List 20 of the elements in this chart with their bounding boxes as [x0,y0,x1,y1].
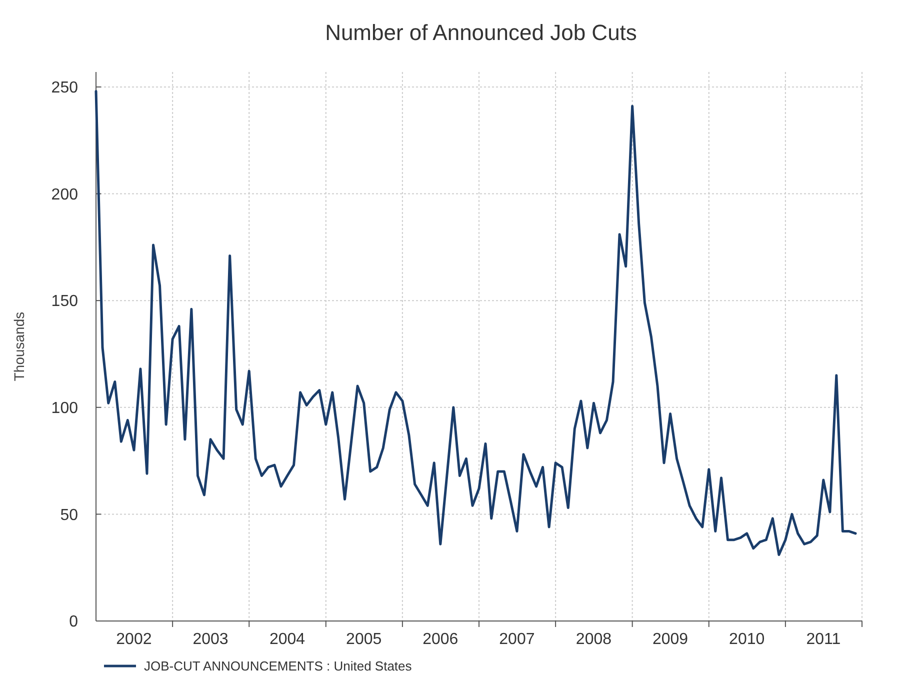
chart-title: Number of Announced Job Cuts [325,20,637,45]
x-tick-label: 2008 [576,631,612,648]
y-tick-label: 0 [69,614,78,631]
y-axis-title: Thousands [11,312,27,382]
legend-label: JOB-CUT ANNOUNCEMENTS : United States [144,658,412,674]
x-tick-label: 2010 [729,631,765,648]
x-tick-label: 2005 [346,631,382,648]
x-tick-label: 2011 [806,631,841,648]
y-tick-label: 200 [51,186,78,204]
x-tick-label: 2007 [499,631,535,648]
x-tick-label: 2004 [269,631,306,648]
x-tick-label: 2006 [422,631,458,648]
x-tick-label: 2003 [192,631,228,648]
line-series [94,90,857,556]
x-tick-label: 2009 [652,631,688,648]
x-tick-label: 2002 [116,631,152,648]
y-tick-label: 50 [60,506,78,524]
y-tick-label: 100 [51,400,78,417]
y-tick-label: 150 [51,293,78,310]
y-tick-label: 250 [51,80,78,97]
